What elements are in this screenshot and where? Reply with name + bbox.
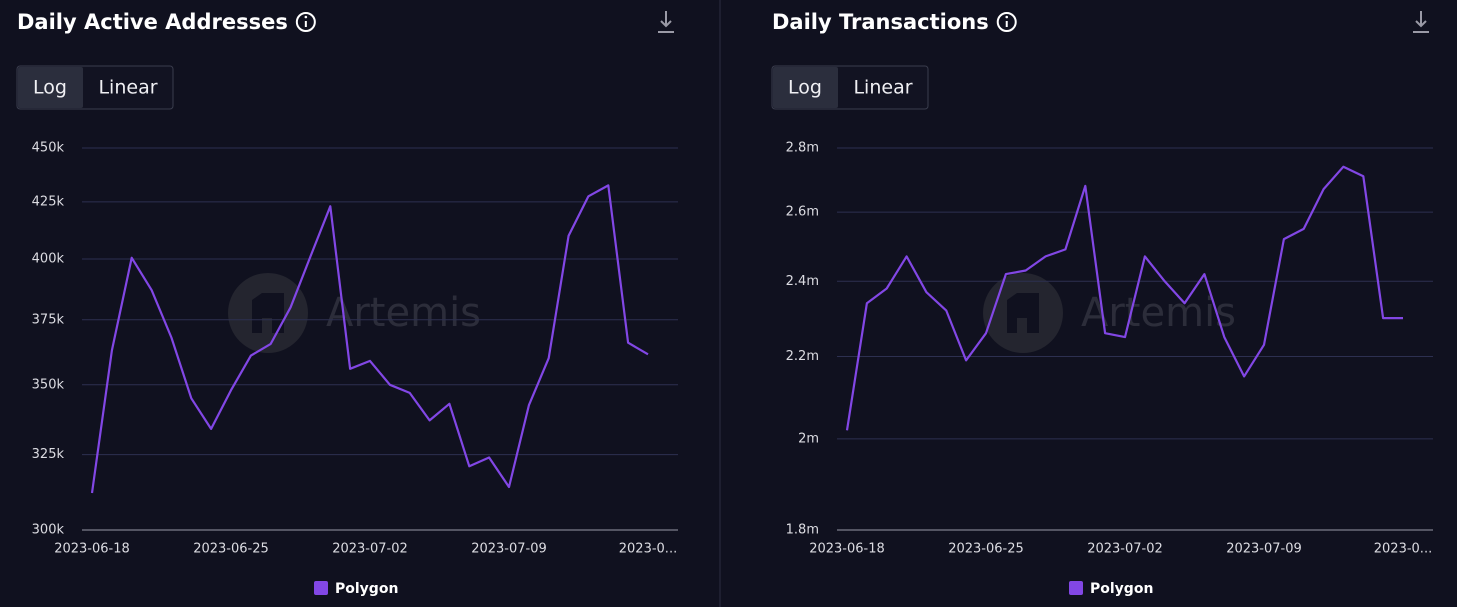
x-tick-label: 2023-07-02 [1087, 542, 1163, 557]
download-arrow [1415, 20, 1427, 28]
x-tick-label: 2023-0... [1374, 542, 1432, 557]
watermark: Artemis [326, 290, 481, 336]
linear-button[interactable]: Linear [98, 77, 157, 99]
y-tick-label: 2.2m [786, 349, 819, 364]
x-tick-label: 2023-07-02 [332, 542, 408, 557]
y-tick-label: 300k [32, 523, 65, 538]
y-tick-label: 2.8m [786, 141, 819, 156]
y-tick-label: 2.6m [786, 205, 819, 220]
download-arrow [660, 20, 672, 28]
info-dot [1005, 15, 1009, 19]
info-dot [304, 15, 308, 19]
series-line [845, 165, 1403, 431]
chart-panel: Daily Transactions Log Linear Artemis 1.8m 2m… [771, 10, 1433, 597]
legend-label: Polygon [335, 581, 398, 597]
log-button[interactable]: Log [33, 77, 67, 99]
info-circle [996, 12, 1017, 32]
x-tick-label: 2023-07-09 [471, 542, 547, 557]
legend-swatch [314, 581, 328, 595]
watermark: Artemis [1081, 290, 1236, 336]
x-tick-label: 2023-06-25 [193, 542, 269, 557]
x-tick-label: 2023-06-18 [809, 542, 885, 557]
y-tick-label: 375k [32, 312, 65, 327]
chart-title: Daily Active Addresses [17, 10, 288, 34]
x-tick-label: 2023-07-09 [1226, 542, 1302, 557]
log-button-bg[interactable] [773, 67, 838, 108]
y-tick-label: 450k [32, 141, 65, 156]
log-button[interactable]: Log [788, 77, 822, 99]
y-tick-label: 2m [798, 431, 819, 446]
y-tick-label: 1.8m [786, 523, 819, 538]
chart-title: Daily Transactions [772, 10, 989, 34]
watermark-glyph [1007, 293, 1039, 333]
chart-panel: Daily Active Addresses Log Linear Artemis 30… [16, 10, 678, 597]
linear-button[interactable]: Linear [853, 77, 912, 99]
legend-label: Polygon [1090, 581, 1153, 597]
download-icon[interactable] [1413, 11, 1429, 33]
y-tick-label: 350k [32, 377, 65, 392]
legend-swatch [1069, 581, 1083, 595]
download-icon[interactable] [658, 11, 674, 33]
series-line [90, 184, 649, 494]
x-tick-label: 2023-0... [619, 542, 677, 557]
y-tick-label: 400k [32, 251, 65, 266]
watermark-glyph [252, 293, 284, 333]
x-tick-label: 2023-06-18 [54, 542, 130, 557]
x-tick-label: 2023-06-25 [948, 542, 1024, 557]
y-tick-label: 425k [32, 194, 65, 209]
info-icon[interactable] [996, 12, 1017, 32]
y-tick-label: 2.4m [786, 274, 819, 289]
info-icon[interactable] [295, 12, 316, 32]
log-button-bg[interactable] [18, 67, 83, 108]
info-circle [295, 12, 316, 32]
y-tick-label: 325k [32, 447, 65, 462]
